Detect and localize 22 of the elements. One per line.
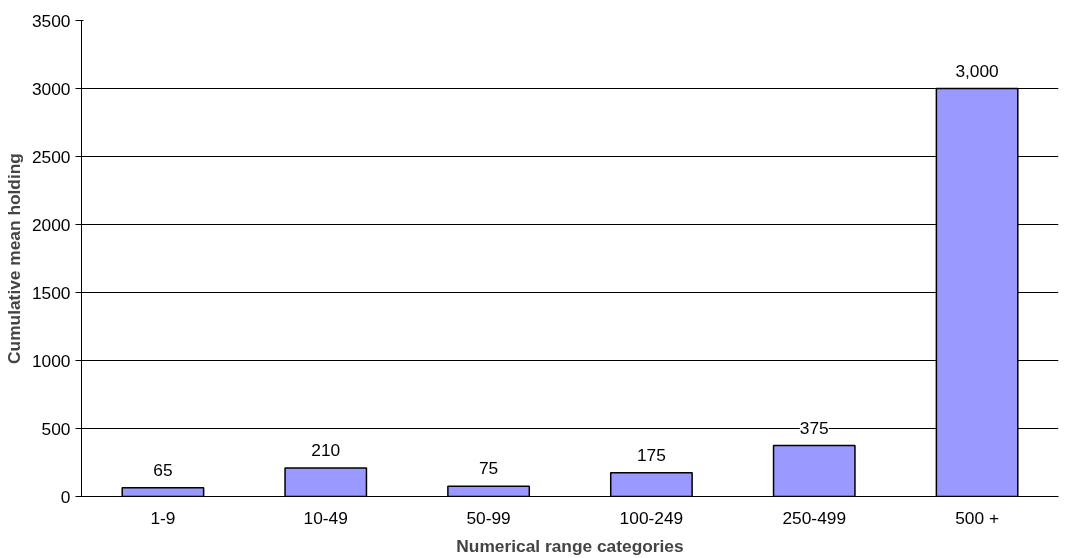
x-axis-title: Numerical range categories [456, 535, 684, 556]
y-tick-label: 500 [41, 418, 71, 439]
y-tick-label: 1500 [31, 282, 71, 303]
x-tick-label: 10-49 [303, 507, 348, 528]
x-tick-label: 500 + [955, 507, 1000, 528]
data-label: 75 [478, 458, 499, 479]
y-axis-title: Cumulative mean holding [3, 153, 24, 364]
y-tick-label: 1000 [31, 350, 71, 371]
y-tick-label: 3000 [31, 78, 71, 99]
x-tick-label: 50-99 [466, 507, 511, 528]
y-tick-label: 0 [60, 486, 71, 507]
x-tick-label: 250-499 [782, 507, 847, 528]
y-tick-label: 2000 [31, 214, 71, 235]
data-label: 65 [153, 459, 173, 480]
data-label: 3,000 [955, 60, 999, 81]
data-label: 175 [636, 444, 666, 465]
y-tick-label: 2500 [31, 146, 71, 167]
y-tick-label: 3500 [31, 10, 71, 31]
x-tick-label: 100-249 [619, 507, 684, 528]
data-label: 375 [799, 417, 829, 438]
x-tick-label: 1-9 [150, 507, 176, 528]
data-label: 210 [311, 439, 341, 460]
